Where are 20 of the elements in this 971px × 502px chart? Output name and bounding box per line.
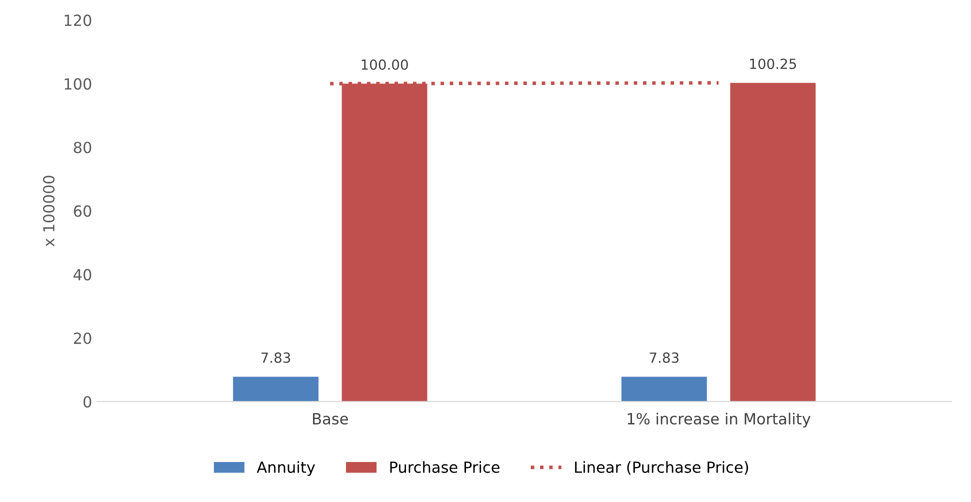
x-tick-label: 1% increase in Mortality [628,412,810,428]
data-label: 100.25 [750,58,796,70]
bar [233,376,318,402]
y-tick-label: 40 [74,268,92,280]
y-tick-label: 120 [64,14,92,26]
x-tick-label: Base [313,413,348,425]
y-axis-title: x 100000 [43,176,55,247]
bar [621,376,707,402]
y-tick-label: 60 [74,205,92,217]
bar [730,82,816,402]
legend-label: Annuity [256,461,315,476]
legend-label: Linear (Purchase Price) [575,461,748,475]
data-label: 7.83 [650,352,679,363]
legend-label: Purchase Price [390,461,500,473]
y-tick-label: 0 [84,396,92,408]
data-label: 7.83 [261,352,290,363]
data-label: 100.00 [362,59,408,70]
y-tick-label: 20 [74,332,92,344]
y-tick-label: 80 [74,142,92,154]
y-tick-label: 100 [64,78,92,90]
